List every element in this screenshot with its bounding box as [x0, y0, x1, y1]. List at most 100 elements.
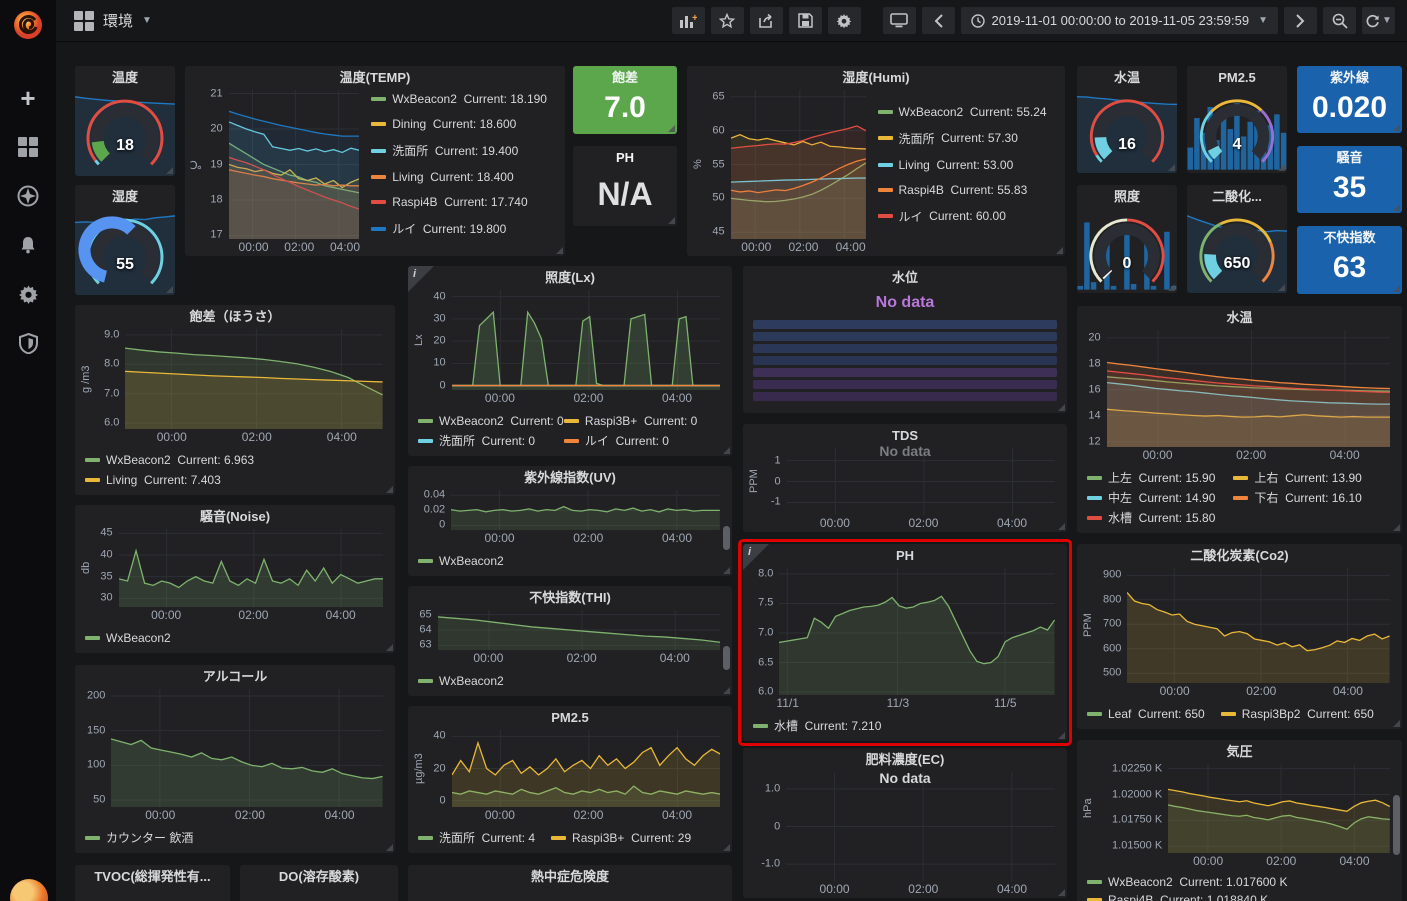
gauge-body[interactable]: 4: [1187, 90, 1287, 173]
panel-title[interactable]: 湿度: [75, 185, 175, 209]
info-icon[interactable]: i: [408, 266, 434, 292]
chart-plot-area[interactable]: [786, 772, 1055, 881]
panel-title[interactable]: 温度(TEMP): [185, 66, 565, 90]
panel-title[interactable]: 不快指数: [1297, 226, 1402, 250]
chart-plot-area[interactable]: [779, 568, 1055, 695]
legend-item[interactable]: 洗面所 Current: 0: [418, 432, 558, 450]
scrollbar-handle[interactable]: [1393, 795, 1400, 855]
panel-title[interactable]: 紫外線: [1297, 66, 1402, 90]
chart-plot-area[interactable]: [229, 90, 360, 239]
panel-title[interactable]: 水位: [743, 266, 1067, 290]
time-back-chevron-icon[interactable]: [922, 7, 955, 34]
chart-plot-area[interactable]: [731, 90, 866, 239]
panel-title[interactable]: 照度(Lx): [408, 266, 732, 290]
legend-item[interactable]: WxBeacon2 Current: 1.017600 K: [1087, 873, 1376, 891]
tv-mode-button[interactable]: [883, 7, 916, 34]
panel-title[interactable]: アルコール: [75, 665, 395, 689]
gauge-body[interactable]: 650: [1187, 209, 1287, 293]
gauge-body[interactable]: 16: [1077, 90, 1177, 173]
panel-title[interactable]: PM2.5: [1187, 66, 1287, 90]
legend-item[interactable]: 水槽 Current: 7.210: [753, 717, 881, 735]
legend-item[interactable]: Raspi3Bp2 Current: 650: [1221, 705, 1374, 723]
legend-item[interactable]: 中左 Current: 14.90: [1087, 489, 1227, 507]
legend-item[interactable]: WxBeacon2: [85, 629, 171, 647]
panel-title[interactable]: 騒音: [1297, 146, 1402, 170]
add-icon[interactable]: +: [16, 86, 40, 110]
legend-item[interactable]: Raspi4B Current: 17.740: [371, 195, 545, 209]
legend-item[interactable]: Raspi3B+ Current: 0: [564, 412, 704, 430]
panel-title[interactable]: DO(溶存酸素): [240, 865, 398, 889]
panel-title[interactable]: 騒音(Noise): [75, 505, 395, 529]
legend-item[interactable]: 上右 Current: 13.90: [1233, 469, 1373, 487]
legend-item[interactable]: 洗面所 Current: 4: [418, 829, 535, 847]
panel-title[interactable]: 飽差: [573, 66, 677, 90]
add-panel-button[interactable]: +: [672, 7, 705, 34]
panel-title[interactable]: PH: [573, 146, 677, 170]
server-admin-shield-icon[interactable]: [16, 331, 40, 355]
info-icon[interactable]: i: [743, 544, 769, 570]
scrollbar-handle[interactable]: [723, 646, 730, 670]
panel-title[interactable]: TVOC(総揮発性有...: [75, 865, 230, 889]
legend-item[interactable]: Leaf Current: 650: [1087, 705, 1205, 723]
chart-plot-area[interactable]: [438, 610, 720, 650]
panel-title[interactable]: 温度: [75, 66, 175, 90]
explore-compass-icon[interactable]: [16, 184, 40, 208]
legend-item[interactable]: 水槽 Current: 15.80: [1087, 509, 1227, 527]
legend-item[interactable]: WxBeacon2: [418, 552, 504, 570]
panel-title[interactable]: TDS: [743, 424, 1067, 448]
panel-title[interactable]: 水温: [1077, 66, 1177, 90]
chart-plot-area[interactable]: [452, 730, 720, 807]
chart-plot-area[interactable]: [125, 329, 383, 429]
legend-item[interactable]: 上左 Current: 15.90: [1087, 469, 1227, 487]
legend-item[interactable]: Raspi4B Current: 55.83: [878, 183, 1046, 197]
legend-item[interactable]: WxBeacon2: [418, 672, 504, 690]
dashboard-settings-gear-icon[interactable]: [828, 7, 861, 34]
panel-title[interactable]: 二酸化炭素(Co2): [1077, 544, 1402, 568]
panel-title[interactable]: 紫外線指数(UV): [408, 466, 732, 490]
chart-plot-area[interactable]: [119, 529, 383, 607]
settings-gear-icon[interactable]: [16, 282, 40, 306]
legend-item[interactable]: 洗面所 Current: 19.400: [371, 142, 545, 159]
grafana-logo[interactable]: [0, 0, 56, 50]
legend-item[interactable]: WxBeacon2 Current: 18.190: [371, 92, 545, 106]
chart-plot-area[interactable]: [451, 490, 720, 530]
panel-title[interactable]: 水温: [1077, 306, 1402, 330]
chart-plot-area[interactable]: [452, 290, 720, 390]
gauge-body[interactable]: 18: [75, 90, 175, 176]
scrollbar-handle[interactable]: [723, 526, 730, 550]
help-orb-icon[interactable]: [10, 879, 48, 901]
share-button[interactable]: [750, 7, 783, 34]
legend-item[interactable]: ルイ Current: 0: [564, 432, 704, 450]
time-range-picker[interactable]: 2019-11-01 00:00:00 to 2019-11-05 23:59:…: [961, 7, 1278, 34]
panel-title[interactable]: PM2.5: [408, 706, 732, 730]
panel-title[interactable]: 飽差（ほうさ）: [75, 305, 395, 329]
gauge-body[interactable]: 55: [75, 209, 175, 295]
legend-item[interactable]: WxBeacon2 Current: 55.24: [878, 105, 1046, 119]
panel-title[interactable]: PH: [743, 544, 1067, 568]
legend-item[interactable]: ルイ Current: 19.800: [371, 220, 545, 237]
panel-title[interactable]: 湿度(Humi): [687, 66, 1065, 90]
refresh-button[interactable]: ▼: [1362, 7, 1395, 34]
chart-plot-area[interactable]: [1107, 330, 1390, 447]
chart-plot-area[interactable]: [1168, 764, 1390, 853]
legend-item[interactable]: ルイ Current: 60.00: [878, 208, 1046, 225]
gauge-body[interactable]: 0: [1077, 209, 1177, 293]
chart-plot-area[interactable]: [787, 448, 1055, 515]
dashboards-icon[interactable]: [16, 135, 40, 159]
chart-plot-area[interactable]: [111, 689, 383, 807]
legend-item[interactable]: 洗面所 Current: 57.30: [878, 130, 1046, 147]
zoom-out-button[interactable]: [1323, 7, 1356, 34]
save-button[interactable]: [789, 7, 822, 34]
legend-item[interactable]: WxBeacon2 Current: 0: [418, 412, 558, 430]
time-forward-chevron-icon[interactable]: [1284, 7, 1317, 34]
legend-item[interactable]: Raspi4B Current: 1.018840 K: [1087, 891, 1376, 901]
panel-title[interactable]: 気圧: [1077, 740, 1402, 764]
panel-title[interactable]: 熱中症危険度: [408, 865, 732, 889]
panel-title[interactable]: 照度: [1077, 185, 1177, 209]
breadcrumb[interactable]: 環境 ▼: [74, 10, 152, 31]
legend-item[interactable]: Dining Current: 18.600: [371, 117, 545, 131]
legend-item[interactable]: Living Current: 18.400: [371, 170, 545, 184]
legend-item[interactable]: Living Current: 53.00: [878, 158, 1046, 172]
legend-item[interactable]: Raspi3B+ Current: 29: [551, 829, 691, 847]
legend-item[interactable]: カウンター 飲酒: [85, 829, 193, 847]
